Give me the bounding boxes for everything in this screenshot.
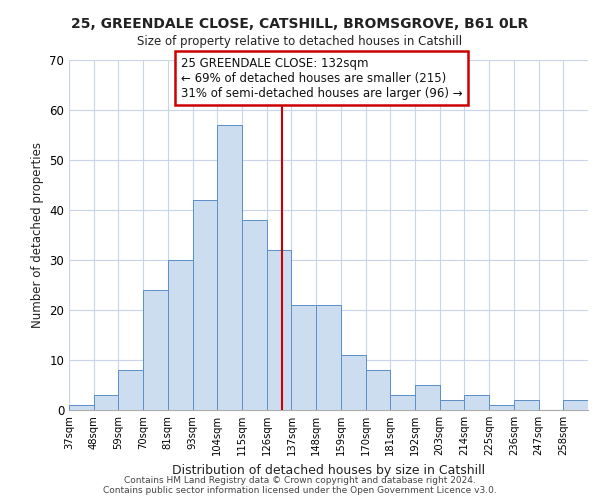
Bar — [365, 370, 390, 410]
Bar — [242, 220, 267, 410]
Text: Contains public sector information licensed under the Open Government Licence v3: Contains public sector information licen… — [103, 486, 497, 495]
Text: Size of property relative to detached houses in Catshill: Size of property relative to detached ho… — [137, 35, 463, 48]
Bar — [94, 395, 118, 410]
Bar — [390, 395, 415, 410]
Bar — [217, 125, 242, 410]
Y-axis label: Number of detached properties: Number of detached properties — [31, 142, 44, 328]
Bar — [341, 355, 365, 410]
Text: 25 GREENDALE CLOSE: 132sqm
← 69% of detached houses are smaller (215)
31% of sem: 25 GREENDALE CLOSE: 132sqm ← 69% of deta… — [181, 56, 462, 100]
Text: Contains HM Land Registry data © Crown copyright and database right 2024.: Contains HM Land Registry data © Crown c… — [124, 476, 476, 485]
Bar — [143, 290, 168, 410]
Bar — [415, 385, 440, 410]
Text: 25, GREENDALE CLOSE, CATSHILL, BROMSGROVE, B61 0LR: 25, GREENDALE CLOSE, CATSHILL, BROMSGROV… — [71, 18, 529, 32]
Bar — [464, 395, 489, 410]
Bar — [563, 400, 588, 410]
Bar — [168, 260, 193, 410]
Bar — [193, 200, 217, 410]
Bar — [292, 305, 316, 410]
X-axis label: Distribution of detached houses by size in Catshill: Distribution of detached houses by size … — [172, 464, 485, 476]
Bar — [489, 405, 514, 410]
Bar — [316, 305, 341, 410]
Bar — [267, 250, 292, 410]
Bar — [118, 370, 143, 410]
Bar — [440, 400, 464, 410]
Bar — [69, 405, 94, 410]
Bar — [514, 400, 539, 410]
